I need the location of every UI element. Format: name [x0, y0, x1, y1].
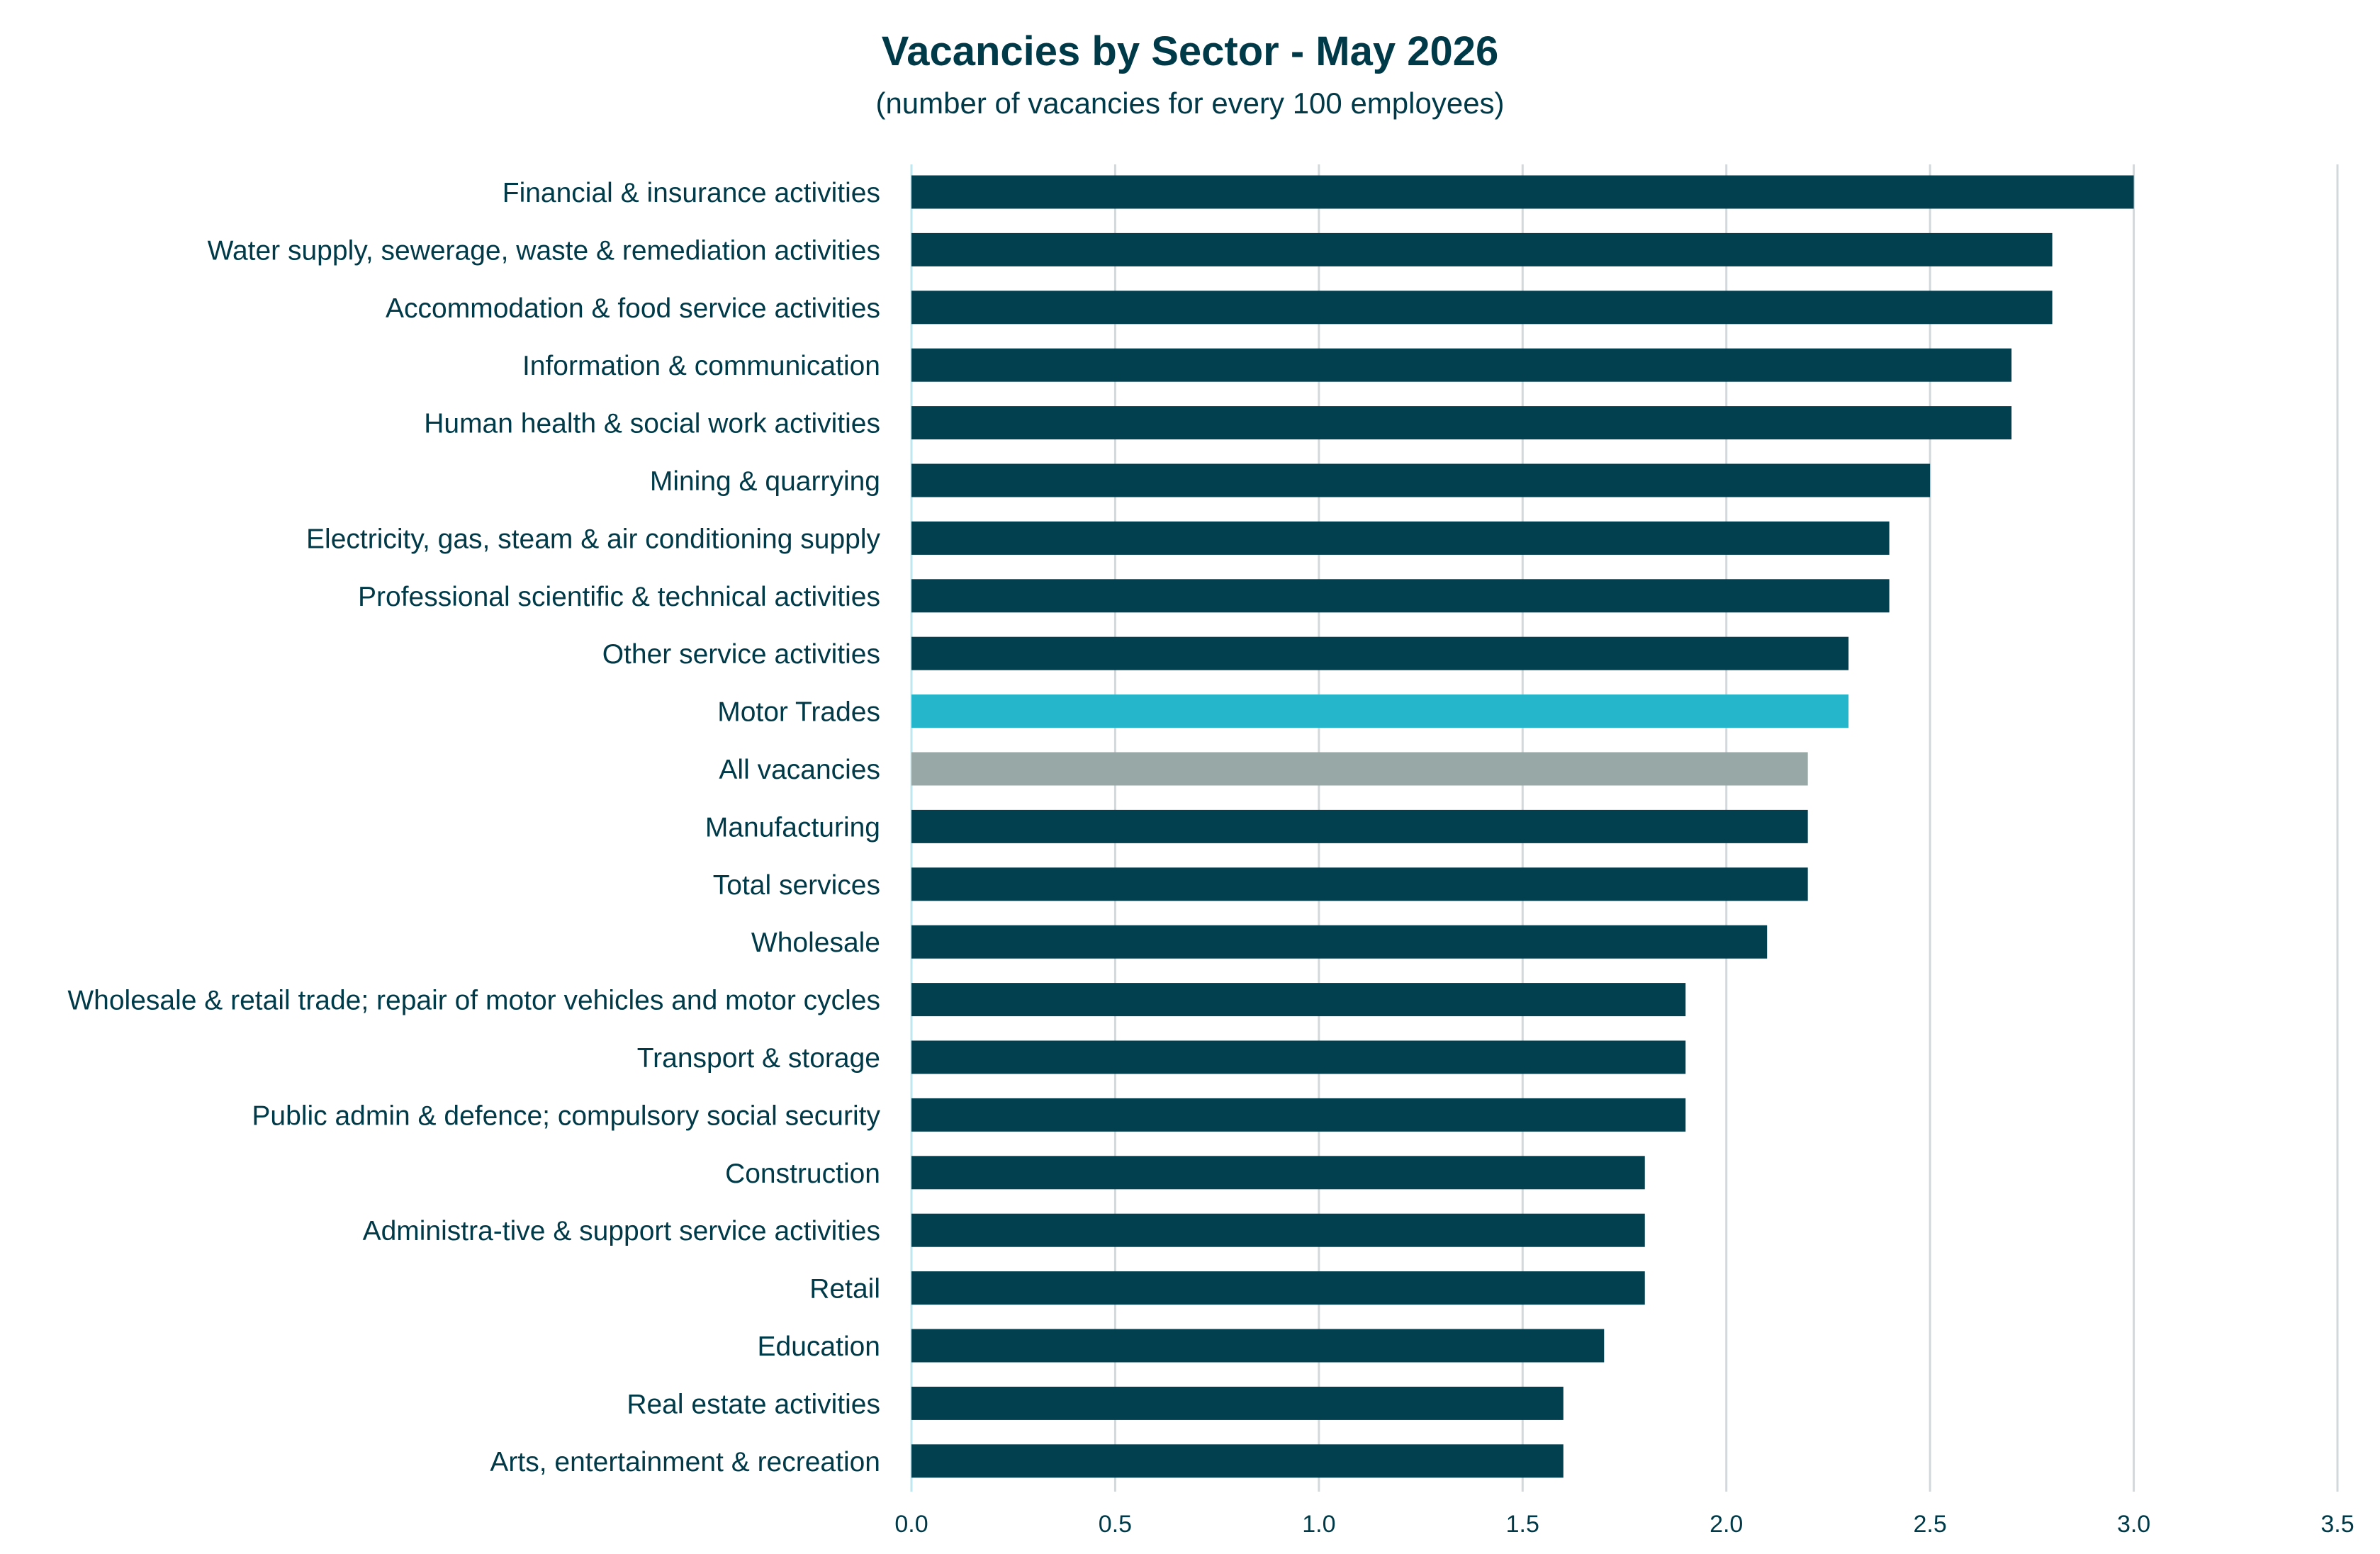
bar: [911, 1213, 1645, 1247]
category-label: Transport & storage: [637, 1043, 880, 1074]
bar: [911, 579, 1890, 613]
x-tick-label: 1.5: [1506, 1511, 1539, 1538]
bar: [911, 636, 1849, 670]
bar: [911, 1444, 1564, 1478]
x-tick-label: 0.5: [1099, 1511, 1132, 1538]
bar: [911, 1386, 1564, 1420]
category-label: Other service activities: [602, 639, 880, 670]
bar: [911, 809, 1808, 843]
category-label: Human health & social work activities: [424, 409, 880, 439]
category-label: Arts, entertainment & recreation: [490, 1447, 880, 1477]
x-tick-label: 2.0: [1710, 1511, 1743, 1538]
bar: [911, 348, 2012, 382]
bar: [911, 406, 2012, 440]
category-label: Education: [758, 1331, 880, 1362]
category-label: Financial & insurance activities: [503, 178, 880, 208]
bar: [911, 291, 2053, 325]
category-label: Wholesale & retail trade; repair of moto…: [67, 986, 880, 1016]
x-tick-label: 1.0: [1302, 1511, 1335, 1538]
x-tick-label: 2.5: [1914, 1511, 1947, 1538]
bar: [911, 1156, 1645, 1190]
category-label: Manufacturing: [705, 812, 880, 843]
bar: [911, 232, 2053, 266]
bar: [911, 983, 1686, 1017]
category-label: Construction: [725, 1159, 880, 1189]
category-label: Real estate activities: [627, 1389, 880, 1419]
category-label: Information & communication: [522, 351, 880, 381]
bar: [911, 1271, 1645, 1305]
category-label: Mining & quarrying: [650, 466, 880, 497]
bar: [911, 463, 1931, 497]
chart-subtitle: (number of vacancies for every 100 emplo…: [875, 86, 1504, 120]
category-label: All vacancies: [719, 755, 880, 785]
bar: [911, 175, 2134, 209]
category-labels: Financial & insurance activities Water su…: [67, 178, 880, 1477]
x-tick-label: 3.0: [2117, 1511, 2150, 1538]
category-label: Public admin & defence; compulsory socia…: [252, 1100, 880, 1131]
bar: [911, 867, 1808, 901]
bars: [911, 175, 2134, 1478]
bar: [911, 752, 1808, 786]
category-label: Administra-tive & support service activi…: [363, 1216, 880, 1246]
x-axis-tick-labels: 0.0 0.5 1.0 1.5 2.0 2.5 3.0 3.5: [894, 1511, 2354, 1538]
category-label: Electricity, gas, steam & air conditioni…: [306, 524, 880, 554]
bar: [911, 694, 1849, 728]
bar: [911, 1098, 1686, 1132]
bar: [911, 521, 1890, 555]
category-label: Accommodation & food service activities: [386, 293, 880, 324]
chart-title: Vacancies by Sector - May 2026: [882, 28, 1499, 74]
category-label: Motor Trades: [717, 697, 880, 728]
category-label: Retail: [809, 1274, 880, 1305]
bar: [911, 925, 1768, 959]
category-label: Wholesale: [751, 928, 880, 958]
x-tick-label: 3.5: [2320, 1511, 2354, 1538]
category-label: Water supply, sewerage, waste & remediat…: [208, 235, 880, 266]
x-tick-label: 0.0: [894, 1511, 928, 1538]
bar: [911, 1040, 1686, 1074]
bar: [911, 1329, 1605, 1363]
category-label: Total services: [713, 870, 880, 901]
category-label: Professional scientific & technical acti…: [358, 582, 880, 612]
